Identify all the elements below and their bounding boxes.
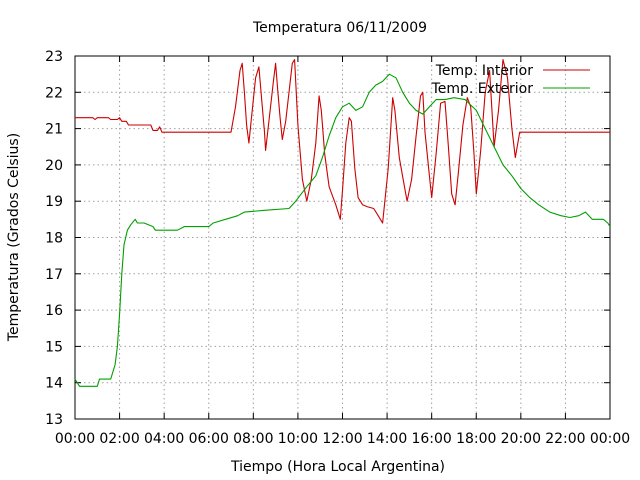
y-tick-label: 19	[45, 194, 63, 210]
x-tick-label: 02:00	[99, 431, 139, 447]
x-tick-label: 12:00	[322, 431, 362, 447]
x-tick-label: 00:00	[55, 431, 95, 447]
y-tick-label: 21	[45, 122, 63, 138]
x-tick-label: 18:00	[456, 431, 496, 447]
y-tick-label: 13	[45, 412, 63, 428]
y-tick-label: 15	[45, 339, 63, 355]
grid-lines	[75, 56, 610, 419]
x-tick-label: 06:00	[189, 431, 229, 447]
legend-label-temp-interior: Temp. Interior	[435, 63, 534, 79]
temp-exterior-line	[74, 73, 611, 387]
y-tick-label: 18	[45, 231, 63, 247]
x-tick-label: 00:00	[590, 431, 630, 447]
legend-label-temp-exterior: Temp. Exterior	[431, 81, 534, 97]
temp-interior-line	[75, 59, 610, 224]
y-tick-label: 17	[45, 267, 63, 283]
y-tick-label: 16	[45, 303, 63, 319]
axis-ticks: 00:00 02:00 04:00 06:00 08:00 10:00 12:00 14:00…	[45, 49, 630, 447]
x-tick-label: 16:00	[411, 431, 451, 447]
y-tick-label: 22	[45, 85, 63, 101]
y-tick-label: 20	[45, 158, 63, 174]
x-tick-label: 08:00	[233, 431, 273, 447]
x-tick-label: 20:00	[501, 431, 541, 447]
y-tick-label: 14	[45, 376, 63, 392]
y-tick-label: 23	[45, 49, 63, 65]
x-tick-label: 22:00	[545, 431, 585, 447]
x-tick-label: 10:00	[278, 431, 318, 447]
y-axis-label: Temperatura (Grados Celsius)	[6, 133, 22, 342]
chart-title: Temperatura 06/11/2009	[252, 20, 427, 36]
x-axis-label: Tiempo (Hora Local Argentina)	[230, 459, 445, 475]
x-tick-label: 14:00	[367, 431, 407, 447]
x-tick-label: 04:00	[144, 431, 184, 447]
legend: Temp. Interior Temp. Exterior	[431, 63, 590, 97]
series-lines	[74, 59, 611, 387]
